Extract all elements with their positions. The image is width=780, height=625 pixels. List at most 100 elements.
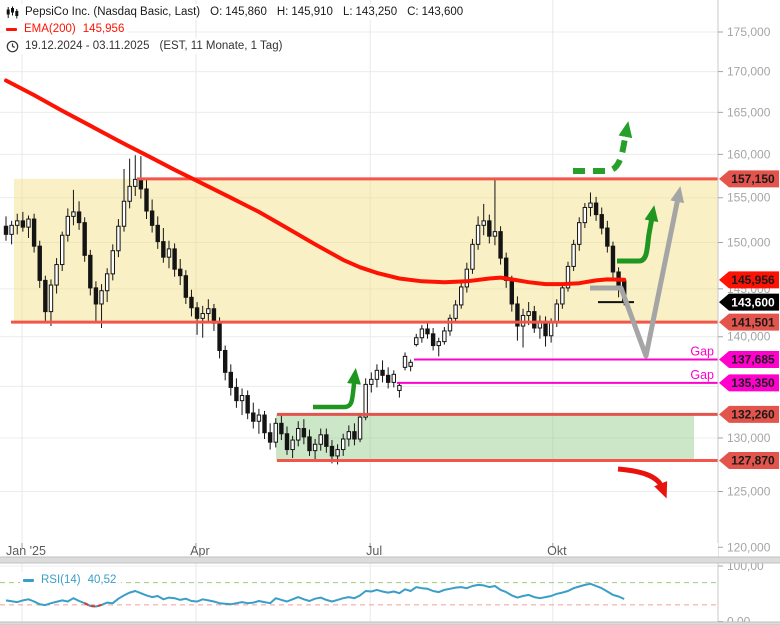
instrument-title: PepsiCo Inc. (Nasdaq Basic, Last) xyxy=(25,6,201,18)
candle xyxy=(610,241,616,279)
candle xyxy=(110,244,115,281)
candle xyxy=(290,435,295,459)
candle xyxy=(442,327,447,345)
y-tick-label: 140,000 xyxy=(727,330,771,344)
candle xyxy=(9,220,14,245)
price-tag-157,150[interactable]: 157,150 xyxy=(719,170,779,188)
svg-text:132,260: 132,260 xyxy=(731,408,775,422)
last-price-tag[interactable]: 143,600 xyxy=(719,293,779,311)
candle xyxy=(183,270,189,304)
ema-label: EMA(200) xyxy=(24,23,76,35)
candle xyxy=(88,249,93,296)
candle xyxy=(251,402,256,429)
candle xyxy=(43,275,48,322)
candle xyxy=(307,429,312,456)
rsi-oversold-segment xyxy=(84,602,102,608)
price-tag-141,501[interactable]: 141,501 xyxy=(719,313,779,331)
green-gap-bounce-arrow[interactable] xyxy=(313,368,361,410)
ema-color-swatch xyxy=(6,27,17,31)
candle xyxy=(284,426,290,455)
candle xyxy=(430,327,436,351)
candle xyxy=(341,433,346,456)
y-tick-label: 160,000 xyxy=(727,147,771,161)
gap-label[interactable]: Gap xyxy=(690,368,714,382)
candle xyxy=(397,382,402,398)
candle xyxy=(447,314,453,336)
candle xyxy=(222,345,228,381)
candle xyxy=(31,213,37,253)
candle xyxy=(26,215,31,238)
candle xyxy=(492,178,498,246)
ema-price-tag[interactable]: 145,956 xyxy=(719,271,779,289)
ema-legend[interactable]: EMA(200) 145,956 xyxy=(4,21,129,37)
candle xyxy=(273,418,278,448)
candle xyxy=(346,425,352,447)
ema-value: 145,956 xyxy=(82,23,125,35)
candle xyxy=(425,321,430,339)
svg-text:135,350: 135,350 xyxy=(731,376,775,390)
candle xyxy=(312,439,318,460)
candle xyxy=(318,428,323,451)
candle xyxy=(121,168,127,232)
bottom-range-zone[interactable] xyxy=(276,414,694,461)
resistance-zone[interactable] xyxy=(14,178,718,323)
candle xyxy=(374,364,380,388)
candle xyxy=(391,370,396,388)
instrument-legend[interactable]: PepsiCo Inc. (Nasdaq Basic, Last) O: 145,… xyxy=(4,4,468,20)
candle xyxy=(172,243,177,277)
panel-splitter[interactable] xyxy=(0,557,780,563)
red-breakdown-arrow[interactable] xyxy=(617,466,668,499)
candle xyxy=(352,423,357,446)
candle xyxy=(116,219,121,258)
green-rally-arrow[interactable] xyxy=(617,205,659,264)
candle xyxy=(71,189,76,226)
price-tag-135,350[interactable]: 135,350 xyxy=(719,374,779,392)
dashed-green-breakout-arrow[interactable] xyxy=(573,121,633,174)
y-tick-label: 150,000 xyxy=(727,236,771,250)
svg-text:127,870: 127,870 xyxy=(731,454,775,468)
gray-scenario-arrow[interactable] xyxy=(590,186,685,359)
candle xyxy=(402,352,408,371)
candle xyxy=(60,231,65,272)
panel-splitter[interactable] xyxy=(0,622,780,625)
candlestick-chart-icon xyxy=(6,6,19,18)
candle xyxy=(498,226,503,265)
price-tag-137,685[interactable]: 137,685 xyxy=(719,351,779,369)
ema200-line[interactable] xyxy=(4,78,627,287)
open-value: O: 145,860 xyxy=(210,6,267,18)
candle xyxy=(419,325,425,343)
low-value: L: 143,250 xyxy=(342,6,398,18)
x-tick-label: Apr xyxy=(190,544,209,558)
price-axis[interactable] xyxy=(718,0,780,625)
candle xyxy=(605,220,610,253)
candle xyxy=(565,261,571,292)
date-range-line: 19.12.2024 - 03.11.2025 (EST, 11 Monate,… xyxy=(4,38,287,54)
candle xyxy=(256,408,262,434)
candle xyxy=(20,211,26,232)
price-tag-132,260[interactable]: 132,260 xyxy=(719,405,779,423)
y-tick-label: 130,000 xyxy=(727,431,771,445)
candle xyxy=(15,213,20,235)
time-axis[interactable] xyxy=(0,543,718,557)
candle xyxy=(267,423,273,450)
candle xyxy=(571,239,576,272)
date-range: 19.12.2024 - 03.11.2025 xyxy=(25,40,150,52)
candle xyxy=(245,390,250,420)
svg-text:157,150: 157,150 xyxy=(731,172,775,186)
price-tag-127,870[interactable]: 127,870 xyxy=(719,452,779,470)
rsi-legend[interactable]: RSI(14) 40,52 xyxy=(20,572,122,588)
candle xyxy=(155,216,160,249)
y-tick-label: 175,000 xyxy=(727,25,771,39)
candle xyxy=(76,201,82,230)
candle xyxy=(459,280,464,309)
svg-text:141,501: 141,501 xyxy=(731,315,775,329)
candle xyxy=(194,302,200,335)
candle xyxy=(599,207,604,235)
rsi-line[interactable] xyxy=(5,582,625,608)
candle xyxy=(475,216,481,250)
gap-label[interactable]: Gap xyxy=(690,345,714,359)
rsi-color-swatch xyxy=(23,578,34,582)
candle xyxy=(37,240,42,288)
